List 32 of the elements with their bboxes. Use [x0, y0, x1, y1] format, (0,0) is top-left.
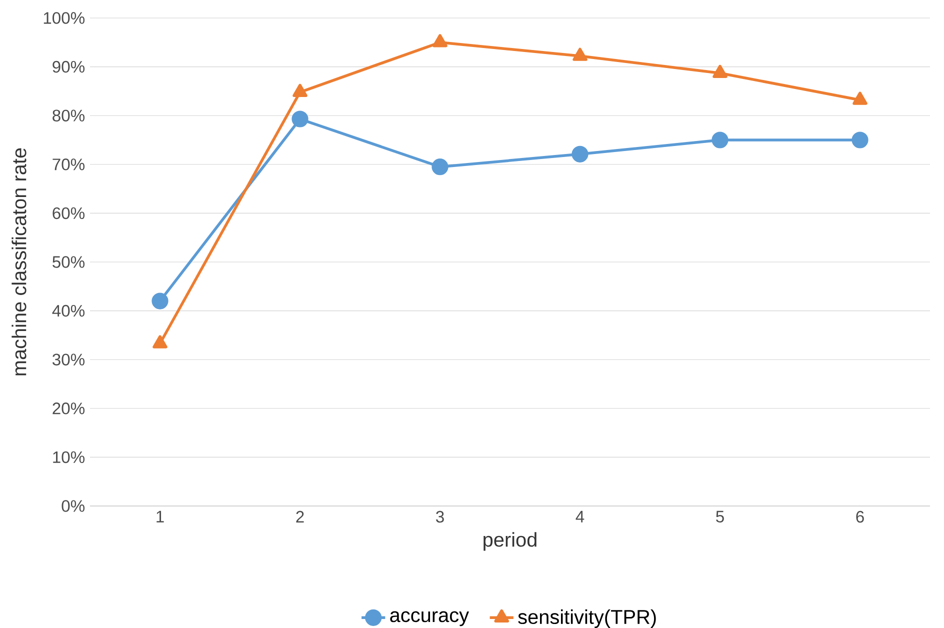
point: [572, 146, 588, 162]
y-tick-label: 70%: [52, 158, 85, 170]
y-tick-label: 60%: [52, 207, 85, 220]
x-axis-title: period: [484, 532, 536, 551]
y-axis-title: machine classificaton rate: [12, 148, 26, 376]
point: [292, 110, 308, 128]
y-tick-label: 90%: [52, 60, 85, 73]
y-tick-label: 50%: [52, 256, 85, 268]
x-tick-label: 1: [156, 510, 164, 522]
point: [712, 64, 728, 78]
x-tick-label: 4: [576, 510, 584, 522]
point: [292, 84, 308, 98]
point: [572, 48, 588, 61]
y-tick-label: 10%: [53, 451, 85, 464]
legend-label: accuracy: [390, 611, 469, 626]
y-tick-label: 100%: [44, 12, 85, 24]
y-tick-label: 20%: [52, 402, 85, 414]
y-tick-label: 80%: [52, 110, 85, 122]
y-tick-label: 30%: [52, 354, 85, 366]
point: [852, 92, 868, 105]
y-tick-label: 0%: [62, 500, 85, 512]
y-tick-label: 40%: [52, 304, 85, 317]
legend-label: sensitivity(TPR): [518, 609, 656, 628]
x-tick-label: 3: [436, 510, 444, 523]
x-tick-label: 2: [296, 510, 304, 522]
x-tick-label: 6: [856, 510, 864, 523]
point: [852, 132, 868, 148]
point: [712, 132, 728, 148]
point: [432, 34, 448, 48]
point: [432, 158, 448, 176]
x-tick-label: 5: [716, 510, 724, 522]
point: [152, 292, 168, 310]
